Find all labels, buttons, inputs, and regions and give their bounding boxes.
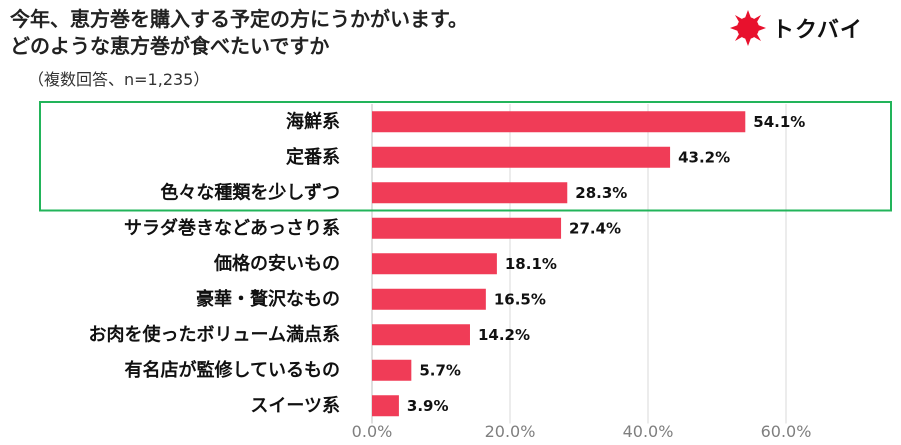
sun-icon [730, 10, 766, 46]
brand-logo: トクバイ [730, 10, 863, 46]
category-label: お肉を使ったボリューム満点系 [89, 323, 340, 345]
brand-logo-text: トクバイ [772, 18, 863, 43]
value-label: 5.7% [419, 361, 461, 379]
bar [372, 395, 399, 417]
title-line-1: 今年、恵方巻を購入する予定の方にうかがいます。 [10, 7, 468, 31]
bar [372, 182, 568, 204]
value-label: 14.2% [478, 326, 530, 344]
category-label: サラダ巻きなどあっさり系 [124, 217, 340, 239]
title-line-2: どのような恵方巻が食べたいですか [10, 34, 330, 58]
highlight-box [39, 101, 892, 212]
x-tick-label: 20.0% [485, 422, 536, 441]
bar [372, 288, 486, 310]
bar [372, 111, 746, 133]
bar [372, 324, 470, 346]
category-label: 豪華・贅沢なもの [196, 288, 340, 310]
category-label: 有名店が監修しているもの [125, 359, 340, 381]
value-label: 27.4% [569, 219, 621, 237]
value-label: 3.9% [407, 397, 449, 415]
bar [372, 253, 497, 275]
category-label: 定番系 [286, 146, 340, 168]
value-label: 16.5% [494, 290, 546, 308]
chart-subtitle: （複数回答、n=1,235） [28, 70, 210, 89]
x-tick-label: 0.0% [352, 422, 393, 441]
value-label: 54.1% [753, 113, 805, 131]
bar [372, 359, 412, 381]
value-label: 43.2% [678, 148, 730, 166]
category-label: 色々な種類を少しずつ [160, 181, 340, 203]
category-label: 価格の安いもの [213, 252, 340, 274]
bar [372, 217, 562, 239]
value-label: 18.1% [505, 255, 557, 273]
chart-title: 今年、恵方巻を購入する予定の方にうかがいます。 どのような恵方巻が食べたいですか [10, 6, 468, 60]
x-tick-label: 40.0% [623, 422, 674, 441]
category-label: スイーツ系 [250, 395, 340, 416]
value-label: 28.3% [575, 184, 627, 202]
category-label: 海鮮系 [286, 110, 340, 132]
bar [372, 146, 671, 168]
x-tick-label: 60.0% [761, 422, 812, 441]
